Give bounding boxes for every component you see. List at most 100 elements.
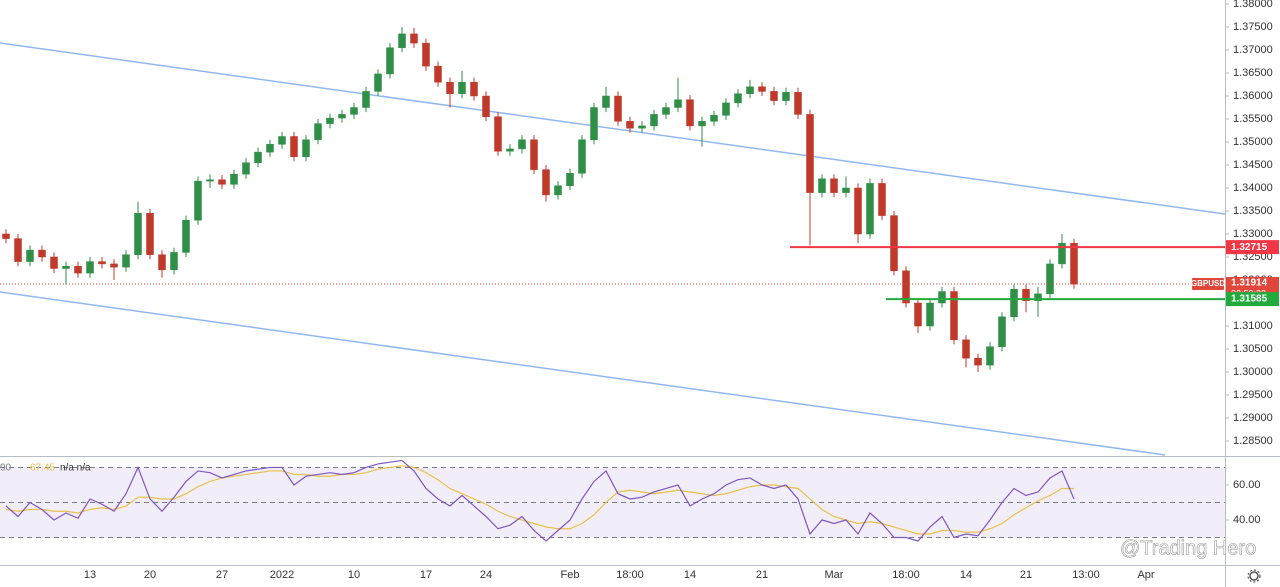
x-tick-label: 17 [420,569,432,581]
y-tick-label: 1.34000 [1233,182,1273,194]
x-tick-label: 24 [480,569,492,581]
candle-body [926,302,934,327]
y-tick-label: 1.30000 [1233,366,1273,378]
candle-body [842,187,850,193]
settings-button[interactable] [1247,569,1261,583]
candle-body [62,265,70,269]
candle-body [542,169,550,196]
candle-body [614,95,622,122]
indicator-value: 90 [0,463,12,474]
y-tick-label: 1.35000 [1233,136,1273,148]
last-price-label: 1.31914 [1231,278,1268,289]
price-line-tag [1226,292,1279,307]
candle-body [1010,288,1018,318]
candle-body [398,33,406,48]
gear-icon[interactable] [1249,571,1259,581]
x-tick-label: 14 [684,569,696,581]
candle-body [554,185,562,196]
rsi-line [5,459,1075,542]
candle-body [482,95,490,117]
candle-body [110,263,118,268]
y-tick-label: 1.31000 [1233,320,1273,332]
candle-body [374,73,382,92]
candle-body [170,252,178,271]
x-tick-label: 13 [84,569,96,581]
candle-body [830,178,838,193]
candle-body [470,81,478,97]
candle-body [1070,242,1078,285]
gear-teeth[interactable] [1247,569,1261,583]
y-tick-label: 40.00 [1233,514,1261,526]
candle-body [758,86,766,92]
candle-body [746,86,754,94]
x-tick-label: 20 [144,569,156,581]
candle-body [218,179,226,185]
candle-body [986,346,994,366]
candle-body [278,136,286,145]
candle-body [962,339,970,359]
rsi-ma-line [5,465,1074,535]
candle-body [686,99,694,127]
y-tick-label: 1.28500 [1233,435,1273,447]
candle-body [1034,293,1042,301]
x-tick-label: 10 [348,569,360,581]
candle-body [266,144,274,153]
candle-body [350,107,358,115]
candle-body [386,47,394,75]
candle-body [362,91,370,108]
candle-body [950,291,958,341]
trend-line [0,42,1226,215]
candle-body [458,81,466,94]
candle-body [674,99,682,108]
candle-body [818,178,826,193]
candle-body [566,173,574,186]
candle-body [698,121,706,127]
x-tick-label: Apr [1137,569,1154,581]
x-tick-label: 18:00 [892,569,920,581]
indicator-value: n/a n/a [60,463,91,474]
candle-body [998,316,1006,347]
candle-body [710,115,718,122]
candle-body [638,125,646,129]
candle-body [782,92,790,101]
candle-body [2,233,10,239]
candle-body [974,357,982,366]
y-tick-label: 1.33000 [1233,228,1273,240]
candle-body [194,180,202,221]
candle-body [446,81,454,94]
x-tick-label: Feb [561,569,580,581]
candle-body [14,238,22,262]
candle-body [722,102,730,116]
candle-body [806,114,814,193]
candle-body [50,256,58,269]
candle-body [134,213,142,255]
candle-body [302,139,310,157]
y-tick-label: 1.34500 [1233,159,1273,171]
candle-body [770,91,778,101]
watermark: @Trading Hero [1120,537,1256,559]
x-tick-label: 18:00 [616,569,644,581]
y-tick-label: 1.33500 [1233,205,1273,217]
candle-body [506,148,514,152]
x-tick-label: 14 [960,569,972,581]
symbol-label: GBPUSD [1191,279,1225,288]
candle-body [794,92,802,115]
indicator-value: 67.45 [30,463,55,474]
candle-body [98,261,106,265]
y-tick-label: 1.30500 [1233,343,1273,355]
candle-body [86,261,94,274]
candle-body [74,265,82,274]
price-line-label: 1.31585 [1231,294,1268,305]
candle-body [902,270,910,304]
candle-body [938,291,946,304]
candle-body [254,151,262,163]
candle-body [434,65,442,83]
candle-body [410,33,418,44]
candle-body [314,123,322,140]
candle-body [518,139,526,150]
y-tick-label: 1.36000 [1233,90,1273,102]
y-tick-label: 1.35500 [1233,113,1273,125]
x-tick-label: Mar [825,569,844,581]
